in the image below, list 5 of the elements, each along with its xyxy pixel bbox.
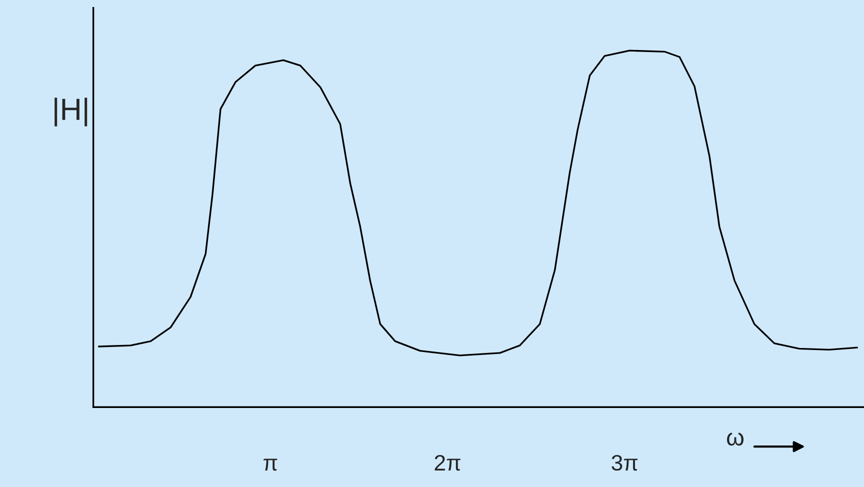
- x-tick-label: 3π: [612, 454, 638, 471]
- y-axis-title: |H|: [54, 98, 88, 126]
- x-tick-label: π: [264, 458, 278, 471]
- x-axis-title: ω: [727, 432, 744, 446]
- x-tick-label: 2π: [434, 454, 460, 471]
